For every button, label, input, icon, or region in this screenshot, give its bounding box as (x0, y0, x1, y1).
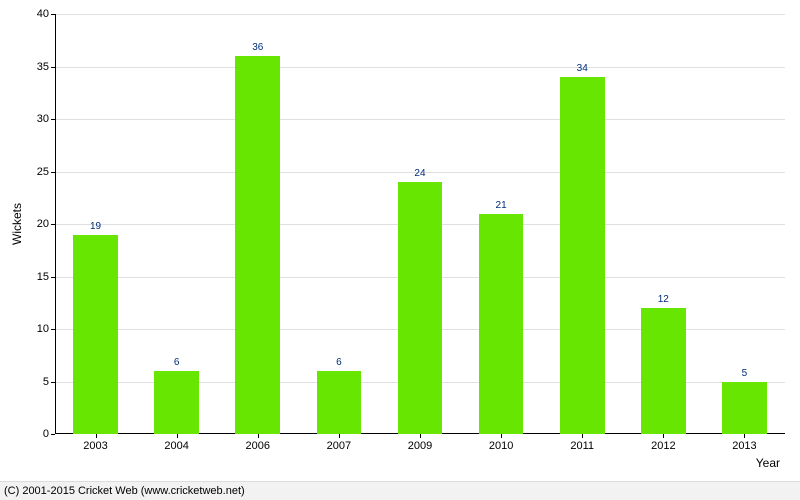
gridline (55, 119, 785, 120)
bar-value-label: 21 (496, 200, 507, 214)
x-axis-title: Year (756, 456, 780, 470)
y-tick-label: 20 (37, 218, 55, 230)
x-tick-label: 2011 (570, 434, 594, 452)
y-tick-label: 25 (37, 166, 55, 178)
y-tick-label: 5 (43, 376, 55, 388)
bar: 21 (479, 214, 524, 435)
bar-value-label: 34 (577, 63, 588, 77)
plot-area: 0510152025303540200319200462006362007620… (55, 14, 785, 434)
bar: 12 (641, 308, 686, 434)
bar-value-label: 5 (742, 368, 748, 382)
bar: 36 (235, 56, 280, 434)
x-tick-label: 2003 (83, 434, 107, 452)
x-tick-label: 2007 (327, 434, 351, 452)
x-tick-label: 2006 (246, 434, 270, 452)
bar: 5 (722, 382, 767, 435)
y-tick-label: 40 (37, 8, 55, 20)
bar-value-label: 12 (658, 294, 669, 308)
y-axis-title: Wickets (10, 203, 24, 245)
gridline (55, 67, 785, 68)
y-tick-label: 35 (37, 61, 55, 73)
y-tick-label: 30 (37, 113, 55, 125)
bar-value-label: 24 (414, 168, 425, 182)
bar-value-label: 6 (174, 357, 180, 371)
chart-container: 0510152025303540200319200462006362007620… (0, 0, 800, 500)
bar: 34 (560, 77, 605, 434)
copyright-footer: (C) 2001-2015 Cricket Web (www.cricketwe… (0, 481, 800, 500)
x-tick-label: 2013 (732, 434, 756, 452)
bar: 6 (317, 371, 362, 434)
bar-value-label: 36 (252, 42, 263, 56)
x-tick-label: 2012 (651, 434, 675, 452)
x-tick-label: 2010 (489, 434, 513, 452)
y-axis-line (55, 14, 56, 434)
x-tick-label: 2004 (164, 434, 188, 452)
y-tick-label: 15 (37, 271, 55, 283)
gridline (55, 14, 785, 15)
bar: 19 (73, 235, 118, 435)
y-tick-label: 10 (37, 323, 55, 335)
y-tick-label: 0 (43, 428, 55, 440)
bar: 6 (154, 371, 199, 434)
bar-value-label: 19 (90, 221, 101, 235)
bar: 24 (398, 182, 443, 434)
bar-value-label: 6 (336, 357, 342, 371)
x-tick-label: 2009 (408, 434, 432, 452)
